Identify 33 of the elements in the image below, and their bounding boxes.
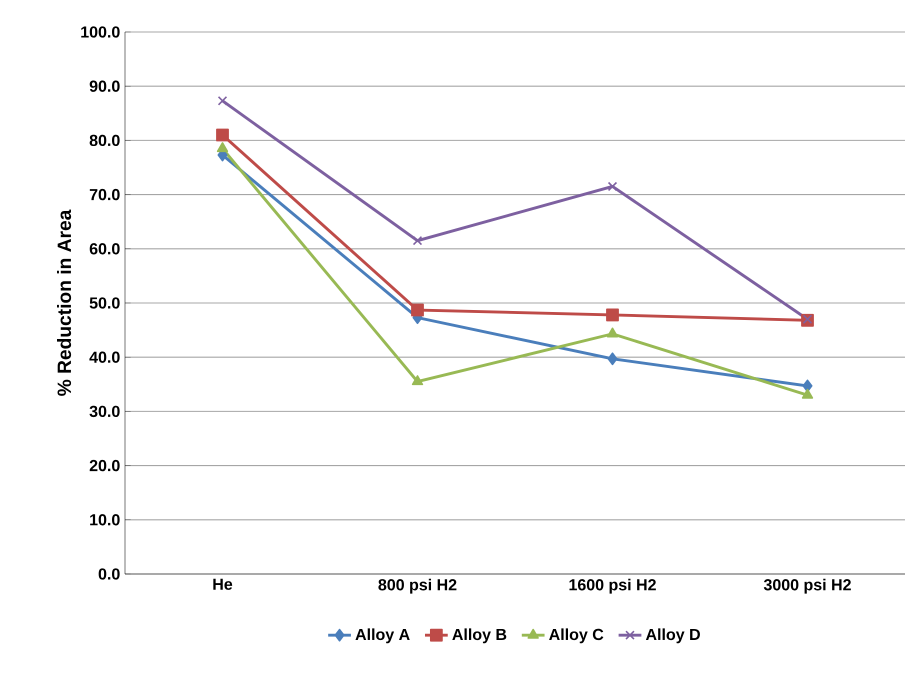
x-tick-label: 3000 psi H2	[764, 578, 851, 594]
point	[411, 304, 424, 316]
y-axis-title: % Reduction in Area	[57, 210, 72, 396]
point	[802, 314, 812, 324]
point	[608, 182, 618, 192]
y-tick-label: 60.0	[90, 243, 120, 254]
legend-label: Alloy B	[452, 628, 506, 644]
point	[608, 352, 618, 366]
x-tick-label: 1600 psi H2	[569, 578, 656, 594]
legend-label: Alloy D	[646, 628, 700, 644]
y-tick-label: 90.0	[90, 80, 120, 92]
y-tick-label: 0.0	[98, 568, 120, 580]
y-tick-label: 70.0	[90, 188, 120, 200]
y-tick-label: 100.0	[81, 26, 120, 38]
y-tick-label: 20.0	[90, 460, 120, 472]
y-tick-label: 40.0	[89, 352, 120, 363]
point	[802, 380, 812, 392]
point	[606, 327, 618, 338]
y-tick-label: 10.0	[90, 514, 120, 526]
legend-label: Alloy A	[355, 628, 410, 644]
point	[606, 308, 619, 322]
point	[412, 236, 422, 246]
point	[218, 96, 228, 106]
y-tick-label: 30.0	[90, 406, 120, 418]
point	[412, 375, 424, 386]
point	[216, 142, 228, 152]
legend-label: Alloy C	[549, 628, 604, 644]
y-tick-label: 80.0	[90, 134, 120, 146]
y-tick-label: 50.0	[90, 297, 120, 309]
x-tick-label: He	[213, 578, 232, 590]
x-tick-label: 800 psi H2	[378, 578, 456, 594]
point	[802, 388, 814, 399]
point	[216, 128, 229, 142]
